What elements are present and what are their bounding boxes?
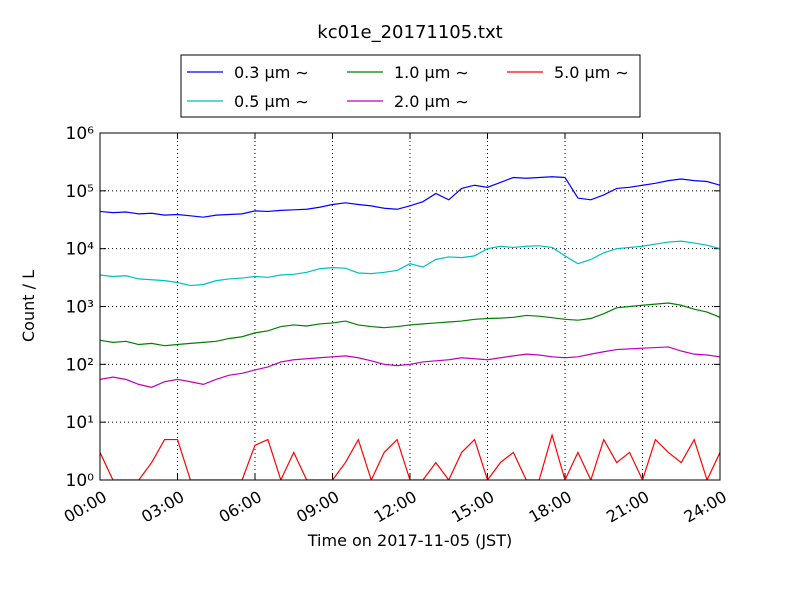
series-line <box>100 176 720 218</box>
y-tick-label: 10¹ <box>66 413 94 433</box>
y-tick-label: 10⁶ <box>66 124 95 144</box>
y-tick-label: 10³ <box>66 298 94 318</box>
legend-box <box>180 54 641 118</box>
series-line <box>100 240 720 287</box>
y-tick-label: 10⁵ <box>66 182 94 202</box>
legend-label: 2.0 μm ∼ <box>394 92 469 111</box>
legend-label: 5.0 μm ∼ <box>554 63 629 82</box>
legend-label: 0.3 μm ∼ <box>234 63 309 82</box>
legend-label: 1.0 μm ∼ <box>394 63 469 82</box>
legend-label: 0.5 μm ∼ <box>234 92 309 111</box>
series-line <box>100 432 720 480</box>
chart-title: kc01e_20171105.txt <box>317 22 502 43</box>
x-axis-label: Time on 2017-11-05 (JST) <box>307 531 512 550</box>
series-line <box>100 302 720 347</box>
y-tick-label: 10⁴ <box>66 240 95 260</box>
plot-frame <box>99 132 721 481</box>
series-line <box>100 346 720 388</box>
y-axis-label: Count / L <box>19 270 38 342</box>
y-tick-label: 10⁰ <box>66 471 95 491</box>
y-tick-label: 10² <box>66 355 94 375</box>
